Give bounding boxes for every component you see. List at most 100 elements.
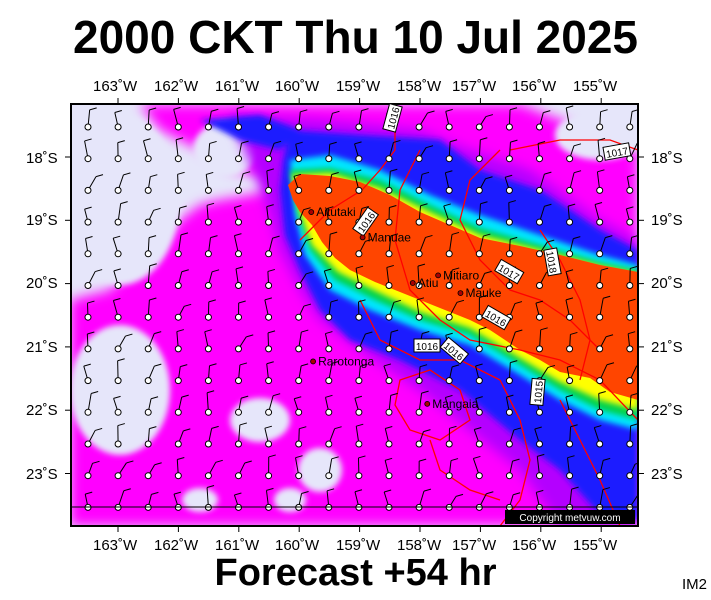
wind-barb <box>143 138 152 163</box>
wind-barb <box>535 300 544 321</box>
wind-barb <box>565 269 574 289</box>
wind-barb <box>295 271 314 289</box>
wind-barb <box>566 203 576 226</box>
wind-barb <box>505 360 518 385</box>
wind-barb <box>384 457 393 480</box>
wind-barb <box>144 363 162 385</box>
wind-barb <box>505 200 516 226</box>
wind-barb <box>596 334 614 353</box>
wind-barb <box>626 392 638 416</box>
wind-barb <box>204 202 215 226</box>
isobar-line <box>394 149 638 421</box>
wind-barb <box>235 300 246 321</box>
lon-label: 162˚W <box>154 78 199 95</box>
blue-top <box>200 115 300 150</box>
lat-label: 20˚S <box>651 275 683 292</box>
wind-barb <box>144 263 157 289</box>
wind-barb <box>114 201 128 226</box>
wind-barb <box>385 139 401 163</box>
wind-barb <box>475 233 491 258</box>
wind-barb <box>174 269 189 289</box>
wind-barb <box>445 299 465 321</box>
wind-barb <box>174 428 191 448</box>
wind-barb <box>112 298 122 321</box>
wind-barb <box>114 140 125 163</box>
lat-label: 20˚S <box>26 275 58 292</box>
place-label: Aitutaki <box>316 205 355 219</box>
lat-label: 19˚S <box>651 212 683 229</box>
wind-barb <box>144 107 157 131</box>
lavender-holes <box>71 110 638 512</box>
wind-barb <box>173 106 182 131</box>
wind-barb <box>144 297 157 321</box>
wind-barb <box>596 267 609 289</box>
isobar-label: 1015 <box>533 380 546 404</box>
wind-barb <box>174 171 185 194</box>
lat-label: 23˚S <box>26 466 58 483</box>
lat-label: 22˚S <box>26 402 58 419</box>
clear-patch <box>71 325 170 455</box>
wind-barb <box>472 455 483 480</box>
wind-barb <box>114 110 122 131</box>
wind-barb <box>325 394 333 416</box>
wind-barb <box>235 422 248 448</box>
wind-barb <box>265 111 280 131</box>
wind-barb <box>415 364 428 385</box>
wind-barb <box>626 462 638 480</box>
wind-barb <box>235 362 248 385</box>
wind-barb <box>355 423 364 448</box>
wind-barb <box>355 299 366 321</box>
wind-barb <box>566 455 575 480</box>
lon-label: 161˚W <box>215 537 260 554</box>
wind-barb <box>144 396 159 416</box>
wind-barb <box>536 453 545 480</box>
tick-marks <box>65 98 644 532</box>
wind-barb <box>596 235 613 258</box>
wind-barb <box>84 206 92 226</box>
wind-barb <box>596 295 611 321</box>
wind-barb <box>144 331 162 353</box>
wind-barb <box>626 365 638 385</box>
wind-barb <box>385 233 398 258</box>
wind-barb <box>295 303 312 321</box>
wind-barb <box>566 331 578 353</box>
wind-barb <box>415 145 434 163</box>
page-title: 2000 CKT Thu 10 Jul 2025 <box>72 11 639 63</box>
wind-barb <box>174 394 189 416</box>
lon-label: 157˚W <box>452 78 497 95</box>
lon-label: 159˚W <box>336 537 381 554</box>
wind-barb <box>385 168 398 194</box>
place-dot <box>308 209 315 215</box>
isobar-label: 1016 <box>416 342 439 353</box>
wind-barb <box>505 458 520 480</box>
wind-barb <box>565 394 574 416</box>
wind-barb <box>295 426 307 448</box>
place-dot <box>359 234 366 241</box>
wind-barb <box>536 110 551 131</box>
wind-barb <box>325 206 334 226</box>
lon-label: 157˚W <box>452 537 497 554</box>
wind-barb <box>265 454 276 480</box>
lat-label: 18˚S <box>651 150 683 167</box>
wind-barb <box>144 462 162 480</box>
wind-barb <box>504 174 513 194</box>
wind-barb <box>233 204 242 226</box>
wind-barb <box>235 460 252 480</box>
wind-barb <box>475 363 483 385</box>
wind-barb <box>113 268 122 289</box>
isobar-line <box>394 369 471 441</box>
forecast-label: Forecast +54 hr <box>214 552 497 594</box>
wind-barb <box>475 326 487 353</box>
wind-barb <box>565 105 574 131</box>
wind-barb <box>235 140 249 163</box>
wind-barb <box>505 107 518 131</box>
magenta-region-east <box>120 240 360 500</box>
wind-barb <box>596 457 611 480</box>
wind-barb <box>295 109 308 131</box>
lat-label: 18˚S <box>26 150 58 167</box>
wind-barb <box>415 429 431 448</box>
place-label: Mangaia <box>432 397 478 411</box>
wind-barb <box>144 235 157 258</box>
wind-barb <box>174 232 189 258</box>
